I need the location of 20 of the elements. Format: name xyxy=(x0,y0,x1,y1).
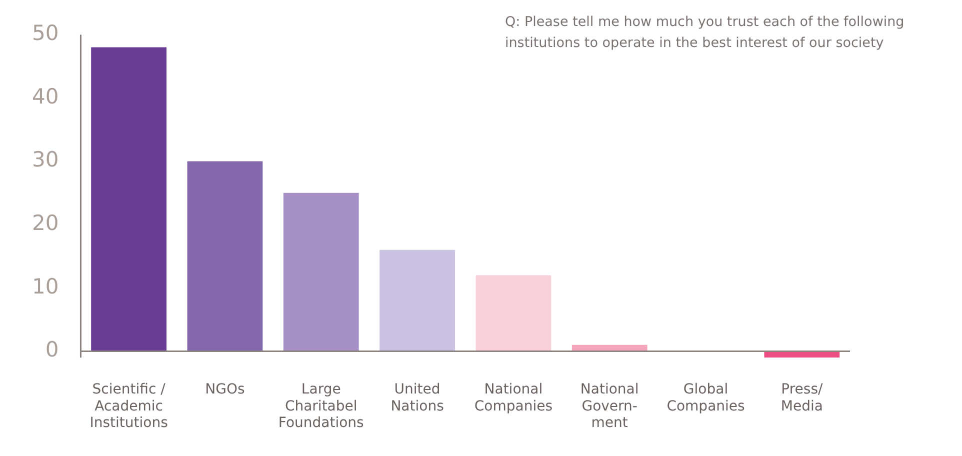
y-tick-label: 40 xyxy=(32,84,59,108)
bar xyxy=(476,275,552,352)
x-tick-label: Scientific / Academic Institutions xyxy=(90,382,168,432)
x-tick-label: Press/ Media xyxy=(780,382,823,414)
y-tick-label: 50 xyxy=(32,21,59,46)
bar xyxy=(91,47,166,352)
x-tick-label: United Nations xyxy=(390,382,444,414)
bar xyxy=(187,161,263,352)
x-tick-label: National Govern- ment xyxy=(580,382,639,432)
bar xyxy=(283,192,359,352)
y-tick-label: 20 xyxy=(32,211,59,236)
x-tick-label: Large Charitabel Foundations xyxy=(278,382,364,432)
y-tick-label: 10 xyxy=(32,274,59,298)
y-tick-label: 30 xyxy=(32,148,59,172)
bar xyxy=(380,250,455,352)
x-tick-label: NGOs xyxy=(205,382,245,398)
x-tick-label: Global Companies xyxy=(666,382,745,414)
y-tick-label: 0 xyxy=(45,338,59,362)
x-tick-label: National Companies xyxy=(474,382,553,414)
chart-title: Q: Please tell me how much you trust each of the following institutions to operate in the best interest of our society xyxy=(505,13,906,53)
